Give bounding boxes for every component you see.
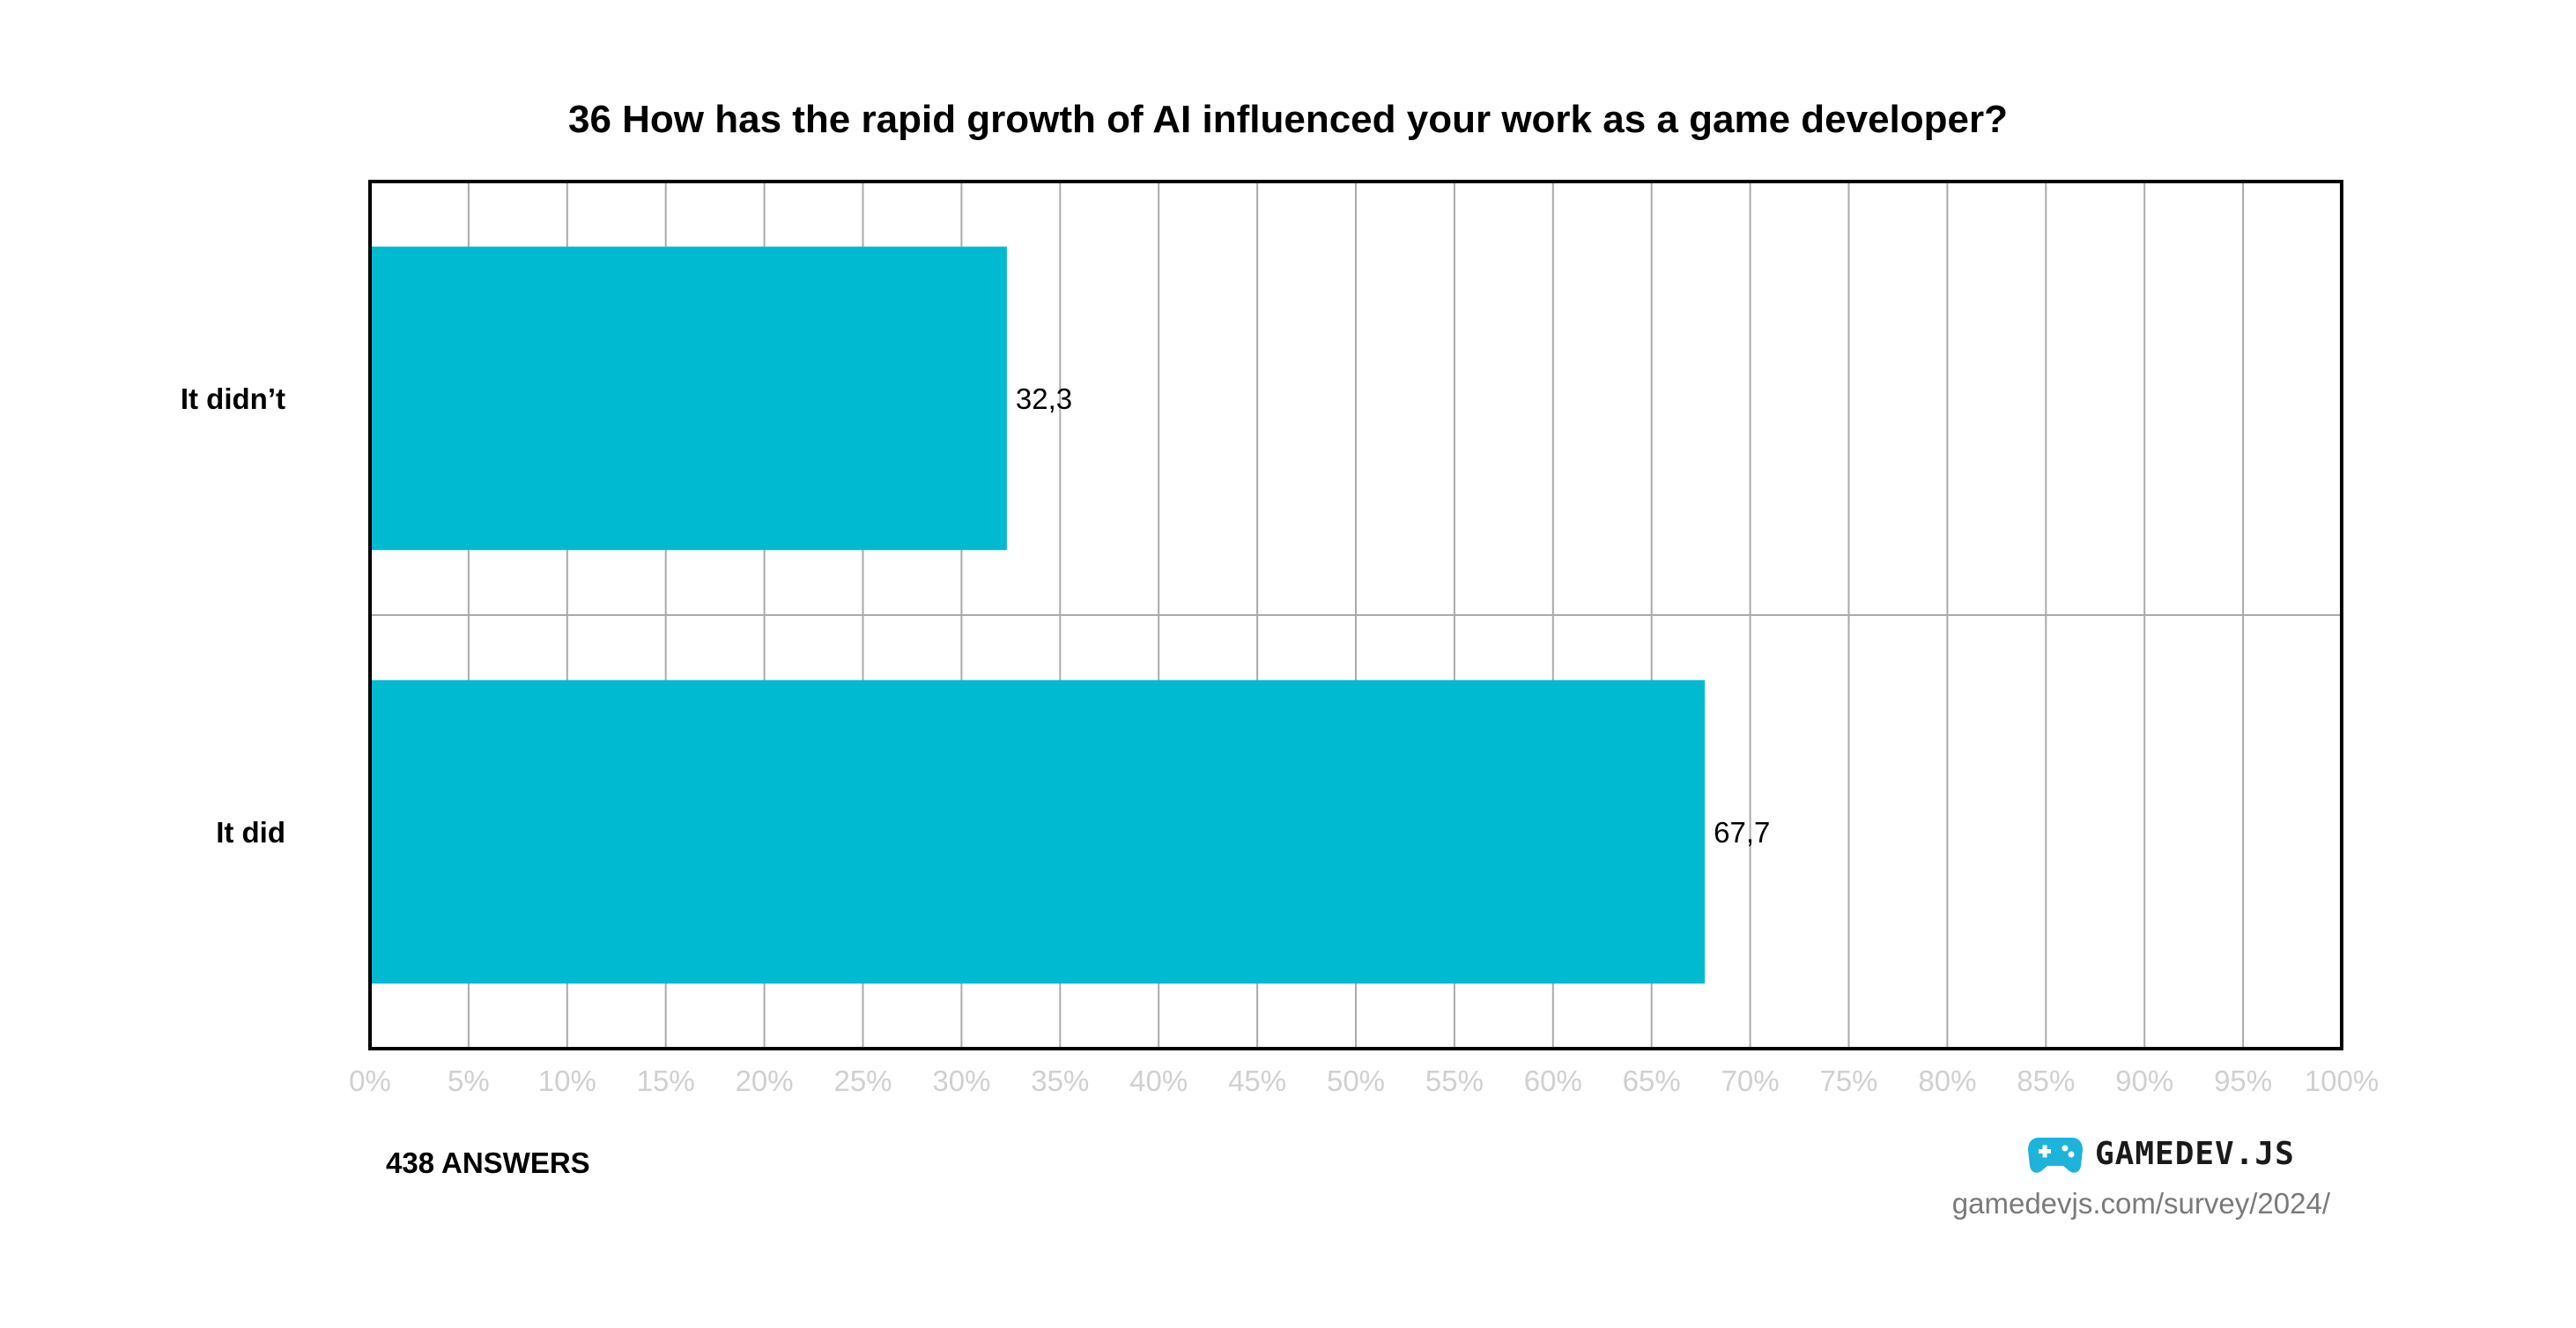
x-tick-label: 65% [1623, 1065, 1681, 1097]
x-tick-label: 25% [833, 1065, 892, 1097]
survey-url: gamedevjs.com/survey/2024/ [1951, 1187, 2330, 1220]
x-tick-label: 85% [2017, 1065, 2075, 1097]
labels: 32,3 It didn’t 67,7 It did 0% 5% 10% 15% 20% 25% 3… [181, 382, 2379, 1097]
x-tick-label: 30% [932, 1065, 990, 1097]
x-tick-label: 60% [1524, 1065, 1582, 1097]
bar-value-label: 32,3 [1016, 382, 1072, 415]
x-tick-label: 55% [1425, 1065, 1484, 1097]
x-tick-label: 90% [2115, 1065, 2173, 1097]
plot-frame [368, 180, 2343, 1050]
brand: GAMEDEV.JS [2026, 1128, 2295, 1181]
x-tick-label: 0% [349, 1065, 391, 1097]
bar [370, 246, 1007, 551]
bar-value-label: 67,7 [1714, 816, 1770, 849]
x-tick-label: 95% [2214, 1065, 2272, 1097]
bar [370, 679, 1706, 984]
x-tick-label: 40% [1129, 1065, 1188, 1097]
category-label: It didn’t [181, 382, 285, 415]
bars [370, 246, 1706, 984]
x-tick-label: 70% [1721, 1065, 1780, 1097]
gamepad-icon [2028, 1138, 2083, 1173]
x-tick-label: 80% [1918, 1065, 1976, 1097]
chart-title: 36 How has the rapid growth of AI influe… [567, 98, 2009, 141]
x-tick-label: 75% [1819, 1065, 1877, 1097]
x-tick-label: 10% [538, 1065, 596, 1097]
brand-name: GAMEDEV.JS [2095, 1136, 2295, 1172]
x-tick-label: 5% [448, 1065, 490, 1097]
x-tick-label: 20% [736, 1065, 794, 1097]
answers-count: 438 ANSWERS [386, 1146, 590, 1179]
x-tick-label: 100% [2305, 1065, 2379, 1097]
x-tick-label: 35% [1031, 1065, 1089, 1097]
x-tick-label: 15% [637, 1065, 695, 1097]
x-tick-label: 45% [1228, 1065, 1286, 1097]
category-label: It did [216, 816, 285, 849]
x-tick-label: 50% [1327, 1065, 1385, 1097]
